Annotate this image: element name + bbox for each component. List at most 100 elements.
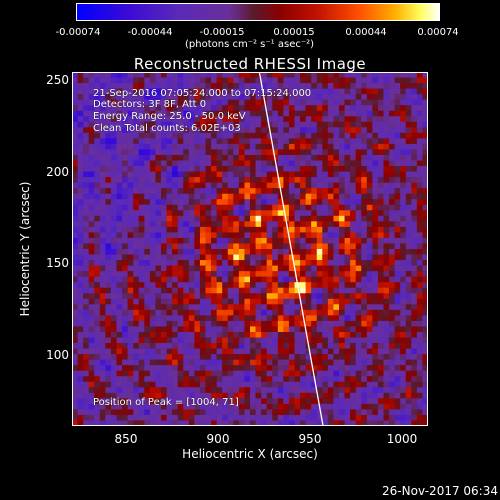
heatmap-cell [110, 276, 117, 283]
heatmap-cell [250, 143, 256, 150]
heatmap-cell [355, 154, 362, 161]
heatmap-cell [400, 166, 407, 172]
heatmap-cell [122, 249, 128, 255]
heatmap-cell [94, 387, 101, 394]
heatmap-cell [350, 127, 356, 134]
heatmap-cell [205, 315, 212, 322]
heatmap-cell [361, 287, 368, 294]
heatmap-cell [389, 160, 395, 167]
heatmap-cell [366, 77, 373, 84]
heatmap-cell [144, 265, 151, 272]
heatmap-cell [94, 293, 101, 300]
heatmap-cell [133, 398, 140, 405]
heatmap-cell [344, 72, 351, 78]
heatmap-cell [333, 343, 340, 349]
heatmap-cell [361, 215, 368, 222]
heatmap-cell [366, 143, 373, 150]
heatmap-cell [127, 260, 134, 266]
heatmap-cell [149, 143, 156, 150]
heatmap-cell [300, 420, 306, 426]
heatmap-cell [144, 99, 151, 106]
heatmap-cell [333, 188, 340, 194]
heatmap-cell [294, 188, 301, 194]
heatmap-cell [144, 309, 151, 316]
heatmap-cell [366, 354, 373, 360]
heatmap-cell [127, 309, 134, 316]
heatmap-cell [211, 215, 217, 222]
heatmap-cell [122, 226, 128, 233]
heatmap-cell [405, 237, 412, 244]
heatmap-cell [199, 99, 206, 106]
heatmap-cell [333, 337, 340, 344]
heatmap-cell [94, 94, 101, 100]
heatmap-cell [288, 287, 295, 294]
heatmap-cell [144, 298, 151, 305]
heatmap-cell [94, 204, 101, 211]
heatmap-cell [116, 348, 123, 355]
heatmap-cell [339, 204, 345, 211]
heatmap-cell [288, 304, 295, 311]
heatmap-cell [144, 376, 151, 383]
heatmap-cell [77, 232, 84, 239]
heatmap-cell [205, 171, 212, 178]
heatmap-cell [377, 204, 384, 211]
heatmap-cell [261, 127, 267, 134]
heatmap-cell [322, 193, 329, 200]
heatmap-cell [294, 77, 301, 84]
heatmap-cell [199, 271, 206, 277]
heatmap-cell [344, 337, 351, 344]
heatmap-cell [77, 420, 84, 426]
heatmap-cell [183, 72, 190, 78]
heatmap-cell [322, 105, 329, 112]
heatmap-cell [361, 171, 368, 178]
heatmap-cell [305, 77, 312, 84]
heatmap-cell [233, 365, 240, 371]
heatmap-cell [294, 387, 301, 394]
heatmap-cell [105, 387, 112, 394]
heatmap-cell [72, 210, 78, 217]
heatmap-cell [316, 381, 323, 388]
heatmap-cell [166, 348, 173, 355]
heatmap-cell [166, 409, 173, 416]
heatmap-cell [272, 287, 279, 294]
heatmap-cell [311, 154, 318, 161]
heatmap-cell [405, 414, 412, 421]
heatmap-cell [83, 210, 89, 217]
heatmap-cell [222, 409, 229, 416]
heatmap-cell [133, 204, 140, 211]
heatmap-cell [416, 409, 423, 416]
heatmap-cell [283, 409, 290, 416]
heatmap-cell [372, 260, 379, 266]
heatmap-cell [250, 282, 256, 289]
heatmap-cell [333, 331, 340, 338]
heatmap-cell [372, 182, 379, 189]
heatmap-cell [294, 276, 301, 283]
heatmap-cell [339, 127, 345, 134]
heatmap-cell [377, 149, 384, 156]
heatmap-cell [205, 387, 212, 394]
heatmap-cell [411, 409, 418, 416]
heatmap-cell [88, 387, 95, 394]
heatmap-cell [355, 348, 362, 355]
heatmap-cell [138, 88, 145, 95]
heatmap-cell [72, 171, 78, 178]
heatmap-cell [161, 83, 167, 89]
heatmap-cell [322, 354, 329, 360]
heatmap-cell [77, 226, 84, 233]
heatmap-cell [311, 88, 318, 95]
heatmap-cell [122, 293, 128, 300]
heatmap-cell [188, 232, 195, 239]
heatmap-cell [322, 414, 329, 421]
heatmap-cell [99, 149, 106, 156]
heatmap-cell [105, 199, 112, 206]
heatmap-cell [72, 154, 78, 161]
heatmap-cell [322, 221, 329, 228]
heatmap-cell [233, 177, 240, 183]
heatmap-cell [261, 237, 267, 244]
heatmap-cell [305, 287, 312, 294]
heatmap-cell [94, 116, 101, 123]
heatmap-cell [366, 99, 373, 106]
heatmap-cell [411, 387, 418, 394]
heatmap-cell [300, 72, 306, 78]
heatmap-cell [255, 237, 262, 244]
